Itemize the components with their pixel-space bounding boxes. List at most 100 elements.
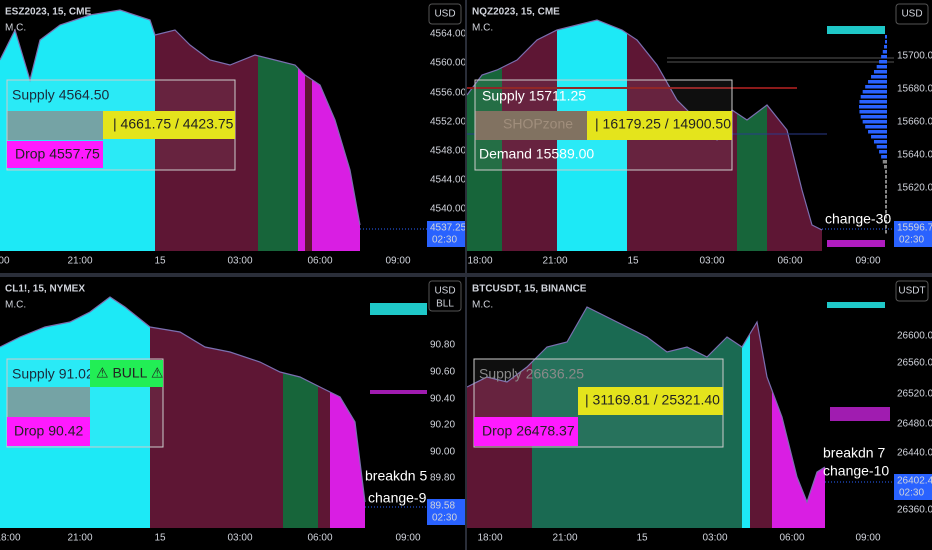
chart-panel[interactable]: Supply 91.02 ⚠ BULL ⚠ Drop 90.42 breakdn 5 c… [0,277,465,550]
symbol-header: NQZ2023, 15, CME [472,7,560,18]
bull-label-bg [90,360,163,387]
change-label: change-9 [368,490,427,506]
drop-label: Drop 26478.37 [482,423,575,439]
last-price: 89.58 [430,501,455,512]
area-band [150,297,283,528]
volume-profile-bar [859,110,887,114]
time-tick: 03:00 [702,533,727,544]
last-price: 4537.25 [430,223,465,234]
price-tick: 4540.00 [430,204,465,215]
volume-profile-bar [873,140,887,144]
marker [370,303,427,315]
time-axis [467,528,894,550]
time-tick: 21:00 [67,256,92,267]
time-tick: 15 [154,533,166,544]
range-label: | 16179.25 / 14900.50 [595,116,731,132]
price-tick: 15640.00 [897,150,932,161]
area-band [312,10,360,251]
volume-profile-bar [885,215,887,219]
countdown: 02:30 [432,513,457,524]
marker [7,387,90,417]
time-tick: 09:00 [395,533,420,544]
currency-box [428,280,462,312]
chart-panel[interactable]: Supply 26636.25| 31169.81 / 25321.40 Drop… [467,277,932,550]
area-band [742,307,750,528]
time-tick: 09:00 [855,256,880,267]
countdown: 02:30 [899,235,924,246]
symbol-header: BTCUSDT, 15, BINANCE [472,284,587,295]
price-line [0,9,361,226]
marker [827,302,885,308]
symbol-header: ESZ2023, 15, CME [5,7,91,18]
volume-profile-bar [859,100,887,104]
area-band [330,297,365,528]
volume-profile-bar [882,50,887,54]
last-price-tag [427,499,465,525]
drop-label: Drop 90.42 [14,423,83,439]
price-tick: 26520.00 [897,389,932,400]
price-tick: 26440.00 [897,448,932,459]
drop-label-bg [7,141,103,168]
chart-panel[interactable]: Supply 15711.25 SHOPzone | 16179.25 / 1490… [467,0,932,273]
time-tick: 06:00 [307,533,332,544]
breakdown-label: breakdn 7 [823,445,885,461]
marker [475,111,587,140]
range-label: | 4661.75 / 4423.75 [113,116,234,132]
price-tick: 90.80 [430,340,455,351]
time-axis [467,251,894,273]
price-tick: 26480.00 [897,419,932,430]
indicator-name: M.C. [5,23,26,34]
price-axis [894,277,932,550]
time-axis [0,251,427,273]
volume-profile-bar [885,230,887,234]
volume-profile-bar [881,55,887,59]
drop-label: Drop 4557.75 [15,146,100,162]
supply-label: Supply 15711.25 [482,88,586,104]
volume-profile-bar [884,45,887,49]
time-tick: 06:00 [307,256,332,267]
time-tick: 15 [636,533,648,544]
price-line [467,306,826,504]
volume-profile-bar [860,115,887,119]
volume-profile-bar [879,60,887,64]
volume-profile-bar [885,210,887,214]
time-tick: 18:00 [467,256,492,267]
marker [7,111,103,140]
currency-2: BLL [436,299,454,310]
chart-panel[interactable]: Supply 4564.50| 4661.75 / 4423.75 Drop 45… [0,0,465,273]
range-label: | 31169.81 / 25321.40 [585,392,720,408]
breakdown-label: breakdn 5 [365,468,427,484]
range-label-bg [578,387,723,415]
area-band [750,307,772,528]
price-tick: 90.00 [430,447,455,458]
price-tick: 4552.00 [430,117,465,128]
change-label: change-30 [825,211,891,227]
drop-label-bg [7,417,90,446]
last-price: 26402.47 [897,476,932,487]
volume-profile-bar [885,40,887,44]
area-band [305,10,312,251]
currency-box [428,3,462,25]
volume-profile-bar [865,85,887,89]
marker [827,26,885,34]
volume-profile-bar [885,180,887,184]
price-tick: 4560.00 [430,58,465,69]
area-band [283,297,318,528]
volume-profile-bar [885,175,887,179]
volume-profile-bar [881,155,887,159]
area-band [298,10,305,251]
currency: USD [434,286,455,297]
time-axis [0,528,427,550]
currency-box [895,280,929,302]
price-tick: 26560.00 [897,358,932,369]
volume-profile-bar [862,120,887,124]
currency: USD [434,9,455,20]
countdown: 02:30 [899,488,924,499]
area-band [737,20,767,251]
area-band [767,20,822,251]
volume-profile-bar [876,65,887,69]
price-tick: 4556.00 [430,88,465,99]
price-tick: 89.80 [430,473,455,484]
time-tick: 09:00 [385,256,410,267]
price-tick: 4548.00 [430,146,465,157]
